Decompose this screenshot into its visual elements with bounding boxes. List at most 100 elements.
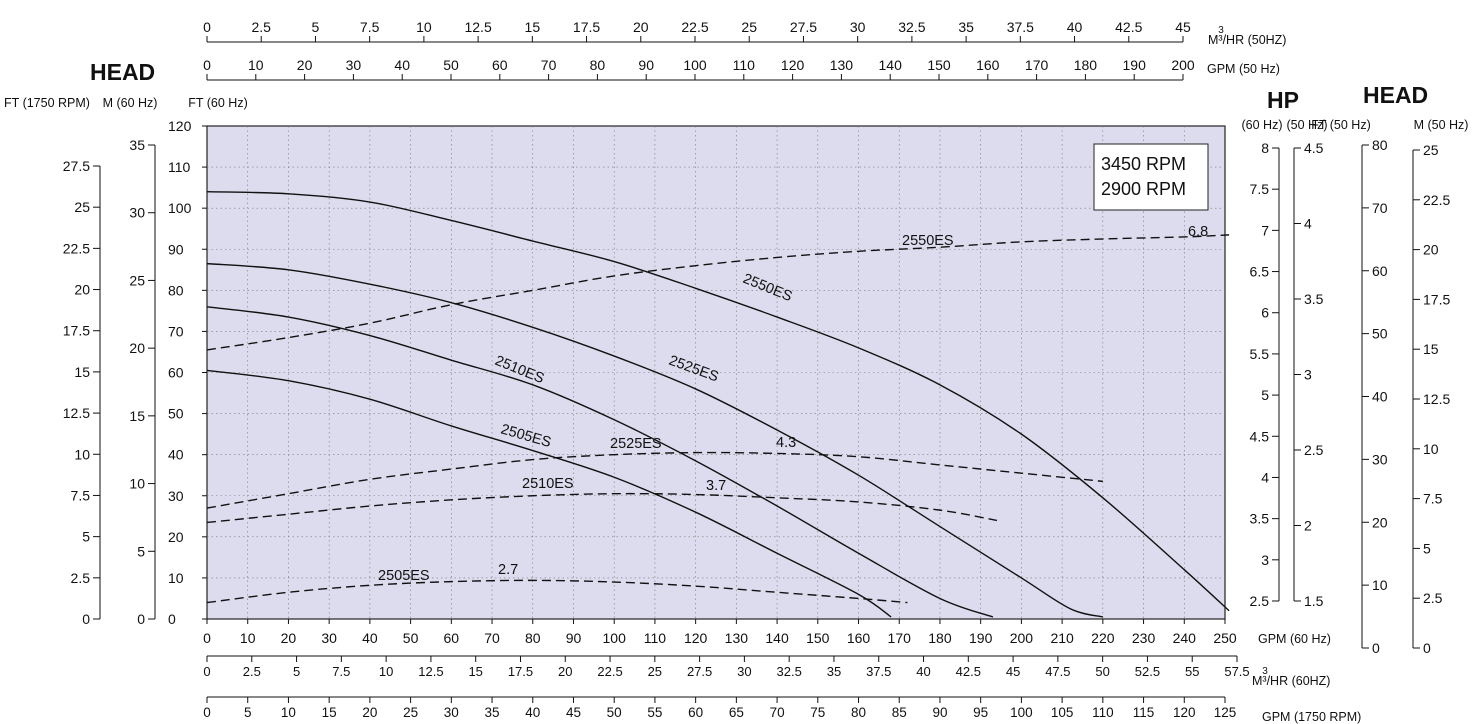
x-tick-label-gpm1750: 0 xyxy=(203,705,211,720)
x-tick-label-gpm60: 220 xyxy=(1091,630,1115,646)
x-tick-label-gpm50: 10 xyxy=(248,57,264,73)
x-tick-label-gpm60: 30 xyxy=(321,630,337,646)
hp-peak-label-2550ES: 6.8 xyxy=(1188,224,1208,240)
x-axis-unit-gpm60: GPM (60 Hz) xyxy=(1258,632,1331,646)
series-hp-2510ES xyxy=(206,492,998,524)
x-tick-label-m3hr60: 7.5 xyxy=(332,664,350,679)
y-tick-label-m50: 17.5 xyxy=(1423,291,1450,307)
y-tick-label-ft50: 40 xyxy=(1372,389,1388,405)
x-tick-label-gpm60: 0 xyxy=(203,630,211,646)
series-label-hp-2505ES: 2505ES xyxy=(378,568,430,584)
y-tick-label-hp60: 2.5 xyxy=(1250,593,1270,609)
legend-line-1: 3450 RPM xyxy=(1101,154,1186,174)
x-tick-label-m3hr50: 2.5 xyxy=(251,19,271,35)
series-label-hp-2525ES: 2525ES xyxy=(610,436,662,452)
x-tick-label-m3hr50: 27.5 xyxy=(790,19,817,35)
series-hp-2550ES xyxy=(206,234,1230,351)
x-axis-unit-gpm50: GPM (50 Hz) xyxy=(1207,62,1280,76)
x-tick-label-gpm1750: 25 xyxy=(403,705,418,720)
y-tick-label-hp50: 3.5 xyxy=(1304,291,1324,307)
curves xyxy=(206,191,1230,618)
x-tick-label-m3hr50: 12.5 xyxy=(464,19,491,35)
y-axis-unit-ft50: FT (50 Hz) xyxy=(1311,118,1371,132)
legend-box: 3450 RPM 2900 RPM xyxy=(1093,143,1209,211)
x-tick-label-gpm60: 250 xyxy=(1213,630,1237,646)
x-tick-label-m3hr60: 50 xyxy=(1095,664,1109,679)
y-tick-label-hp60: 6.5 xyxy=(1250,264,1270,280)
y-tick-label-ft60: 110 xyxy=(168,159,191,175)
y-tick-label-hp60: 8 xyxy=(1261,140,1269,156)
x-tick-label-gpm1750: 65 xyxy=(729,705,744,720)
hp-peak-label-2510ES: 3.7 xyxy=(706,478,726,494)
series-label-hp-2510ES: 2510ES xyxy=(522,476,574,492)
x-tick-label-gpm60: 230 xyxy=(1132,630,1156,646)
y-axis-unit-hp50: (50 Hz) xyxy=(1287,118,1328,132)
x-tick-label-m3hr50: 30 xyxy=(850,19,866,35)
y-tick-label-m60: 0 xyxy=(137,611,145,627)
y-tick-label-m50: 7.5 xyxy=(1423,491,1443,507)
x-tick-label-gpm50: 120 xyxy=(781,57,805,73)
x-tick-label-gpm60: 150 xyxy=(806,630,830,646)
x-tick-label-gpm1750: 40 xyxy=(525,705,540,720)
hp-heading: HP xyxy=(1267,87,1299,113)
x-tick-label-m3hr60: 12.5 xyxy=(418,664,443,679)
y-tick-label-ft1750: 17.5 xyxy=(63,323,90,339)
x-tick-label-gpm50: 160 xyxy=(976,57,1000,73)
y-tick-label-hp60: 7.5 xyxy=(1250,181,1270,197)
x-tick-label-gpm50: 0 xyxy=(203,57,211,73)
y-tick-label-ft60: 0 xyxy=(168,611,176,627)
x-tick-label-m3hr50: 5 xyxy=(312,19,320,35)
x-tick-label-gpm50: 110 xyxy=(733,57,756,73)
x-tick-label-gpm50: 180 xyxy=(1074,57,1098,73)
x-tick-label-gpm60: 180 xyxy=(928,630,952,646)
x-tick-label-gpm60: 210 xyxy=(1050,630,1074,646)
y-tick-label-ft60: 80 xyxy=(168,282,184,298)
x-tick-label-m3hr60: 27.5 xyxy=(687,664,712,679)
y-tick-label-ft60: 10 xyxy=(168,570,184,586)
x-tick-label-gpm50: 130 xyxy=(830,57,854,73)
y-tick-label-ft1750: 25 xyxy=(74,199,90,215)
x-tick-label-m3hr50: 25 xyxy=(741,19,757,35)
x-tick-label-m3hr60: 30 xyxy=(737,664,751,679)
head-left-heading: HEAD xyxy=(90,59,155,85)
x-axis-unit-m3hr50: M³/HR (50HZ) xyxy=(1208,33,1286,47)
y-axis-unit-ft60: FT (60 Hz) xyxy=(188,96,248,110)
y-tick-label-hp60: 6 xyxy=(1261,305,1269,321)
y-tick-label-m60: 30 xyxy=(129,205,145,221)
y-tick-label-hp60: 5 xyxy=(1261,387,1269,403)
y-axis-unit-m60: M (60 Hz) xyxy=(103,96,158,110)
x-tick-label-m3hr50: 22.5 xyxy=(681,19,708,35)
y-tick-label-ft1750: 22.5 xyxy=(63,240,90,256)
x-tick-label-gpm1750: 10 xyxy=(281,705,296,720)
x-tick-label-m3hr60: 10 xyxy=(379,664,393,679)
y-tick-label-hp50: 3 xyxy=(1304,367,1312,383)
x-tick-label-m3hr60: 45 xyxy=(1006,664,1020,679)
y-tick-label-m60: 20 xyxy=(129,340,145,356)
x-tick-label-m3hr50: 20 xyxy=(633,19,649,35)
y-tick-label-ft50: 20 xyxy=(1372,514,1388,530)
y-tick-label-m50: 2.5 xyxy=(1423,590,1443,606)
y-axis-unit-hp60: (60 Hz) xyxy=(1242,118,1283,132)
y-tick-label-hp50: 1.5 xyxy=(1304,593,1324,609)
x-tick-label-gpm1750: 95 xyxy=(973,705,988,720)
x-tick-label-gpm1750: 20 xyxy=(362,705,377,720)
hp-peak-label-2525ES: 4.3 xyxy=(776,435,796,451)
x-tick-label-gpm60: 50 xyxy=(403,630,419,646)
x-tick-label-gpm50: 70 xyxy=(541,57,557,73)
y-tick-label-ft50: 10 xyxy=(1372,577,1388,593)
x-tick-label-m3hr60: 20 xyxy=(558,664,572,679)
x-tick-label-m3hr60: 40 xyxy=(916,664,930,679)
x-tick-label-m3hr60: 32.5 xyxy=(777,664,802,679)
x-tick-label-gpm1750: 115 xyxy=(1133,705,1155,720)
x-tick-label-gpm1750: 125 xyxy=(1214,705,1237,720)
x-tick-label-gpm60: 160 xyxy=(847,630,871,646)
y-tick-label-ft60: 120 xyxy=(168,118,192,134)
x-tick-label-gpm60: 120 xyxy=(684,630,708,646)
y-tick-label-ft50: 60 xyxy=(1372,263,1388,279)
y-tick-label-hp50: 2 xyxy=(1304,518,1312,534)
y-axis-unit-m50: M (50 Hz) xyxy=(1414,118,1469,132)
y-tick-label-ft1750: 20 xyxy=(74,282,90,298)
x-tick-label-m3hr60: 47.5 xyxy=(1045,664,1070,679)
series-head-2525ES xyxy=(206,262,1104,618)
x-tick-label-gpm60: 130 xyxy=(725,630,749,646)
